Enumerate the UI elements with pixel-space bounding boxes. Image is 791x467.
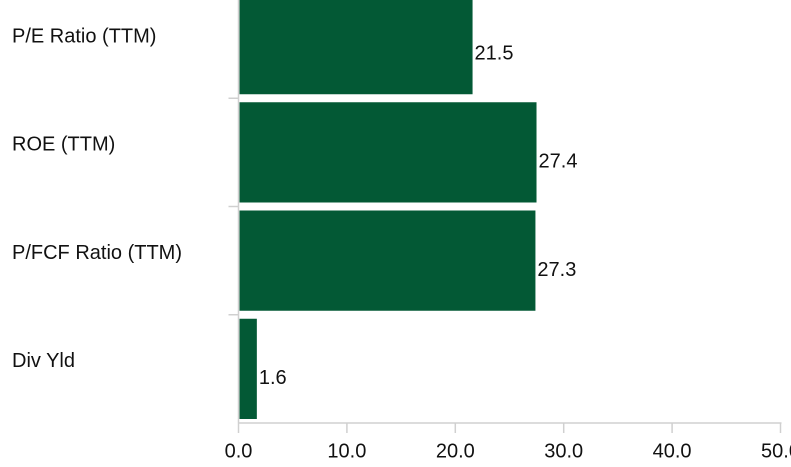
category-label: Div Yld: [12, 350, 75, 372]
value-labels: 21.5 27.4 27.3 1.6: [259, 42, 578, 389]
x-axis-ticks: [237, 423, 782, 433]
x-tick-label: 10.0: [327, 440, 366, 462]
bar: [239, 318, 257, 419]
value-label: 27.3: [537, 259, 576, 281]
x-tick-label: 30.0: [544, 440, 583, 462]
value-label: 27.4: [539, 151, 578, 173]
bars: [239, 0, 537, 419]
category-label: P/E Ratio (TTM): [12, 25, 156, 47]
bar: [239, 102, 537, 203]
category-label: ROE (TTM): [12, 134, 115, 156]
x-tick-label: 50.0: [761, 440, 791, 462]
value-label: 21.5: [475, 42, 514, 64]
category-labels: P/E Ratio (TTM) ROE (TTM) P/FCF Ratio (TTM…: [12, 25, 182, 372]
x-tick-label: 0.0: [225, 440, 253, 462]
category-label: P/FCF Ratio (TTM): [12, 242, 182, 264]
y-axis-ticks: [228, 97, 239, 316]
value-label: 1.6: [259, 367, 287, 389]
x-tick-label: 20.0: [436, 440, 475, 462]
x-tick-labels: 0.0 10.0 20.0 30.0 40.0 50.0: [225, 440, 791, 462]
x-tick-label: 40.0: [653, 440, 692, 462]
bar: [239, 210, 536, 311]
bar: [239, 0, 473, 95]
